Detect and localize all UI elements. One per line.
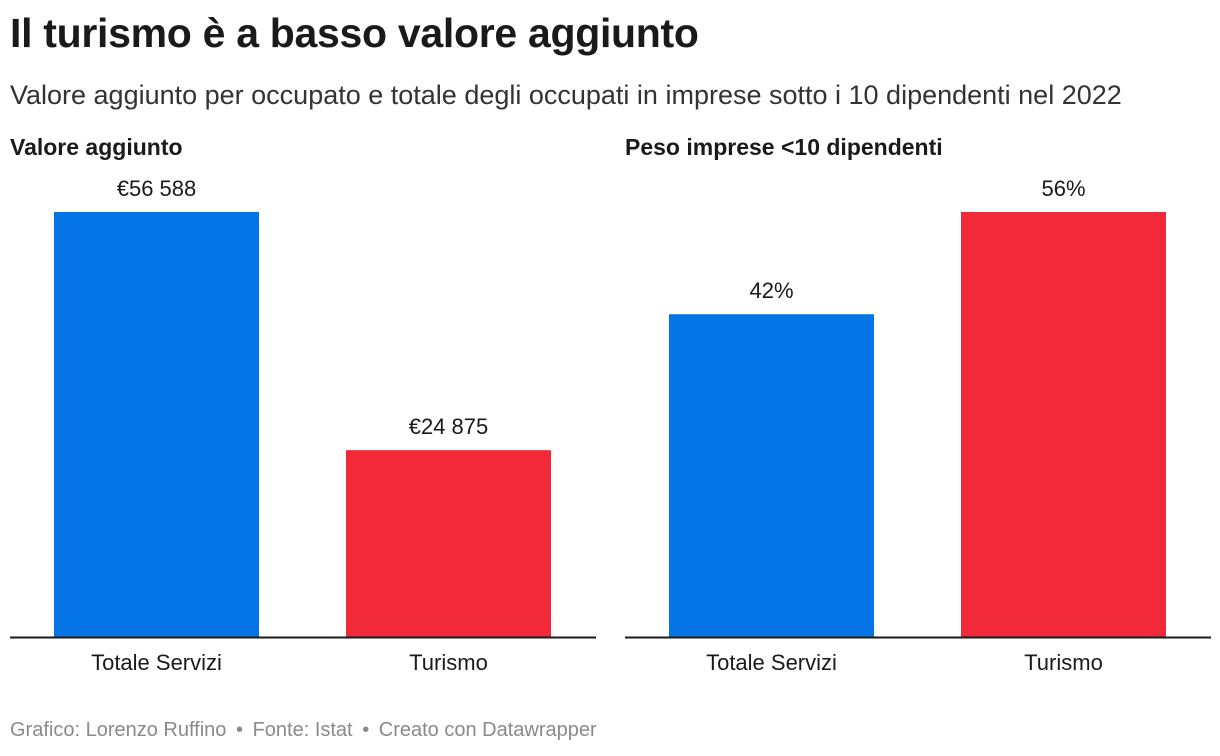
bar-chart-valore-aggiunto: €56 588 Totale Servizi €24 875 Turismo [10, 176, 596, 675]
chart-panel-valore-aggiunto: Valore aggiunto €56 588 Totale Servizi €24… [10, 130, 596, 690]
bar-chart-peso-imprese: 42% Totale Servizi 56% Turismo [625, 176, 1211, 675]
bar-totale-servizi [54, 212, 259, 637]
data-label: 56% [1041, 176, 1085, 201]
data-label: 42% [749, 278, 793, 303]
data-label: €56 588 [117, 176, 197, 201]
footer-source: Fonte: Istat [252, 719, 353, 741]
footer-tool: Creato con Datawrapper [378, 719, 597, 741]
footer: Grafico: Lorenzo Ruffino • Fonte: Istat … [10, 719, 597, 742]
bar-turismo [346, 450, 551, 637]
bar-turismo [961, 212, 1166, 637]
footer-separator: • [362, 719, 370, 741]
panel-title: Peso imprese <10 dipendenti [625, 134, 943, 160]
x-tick-label: Turismo [409, 650, 488, 675]
data-label: €24 875 [409, 414, 489, 439]
chart-subtitle: Valore aggiunto per occupato e totale de… [10, 80, 1122, 110]
footer-separator: • [235, 719, 243, 741]
chart-title: Il turismo è a basso valore aggiunto [10, 10, 699, 56]
x-tick-label: Totale Servizi [91, 650, 222, 675]
chart-panel-peso-imprese: Peso imprese <10 dipendenti 42% Totale Se… [625, 130, 1211, 690]
x-tick-label: Turismo [1024, 650, 1103, 675]
footer-credit: Grafico: Lorenzo Ruffino [10, 719, 227, 741]
panel-title: Valore aggiunto [10, 134, 183, 160]
bar-totale-servizi [669, 314, 874, 637]
x-tick-label: Totale Servizi [706, 650, 837, 675]
